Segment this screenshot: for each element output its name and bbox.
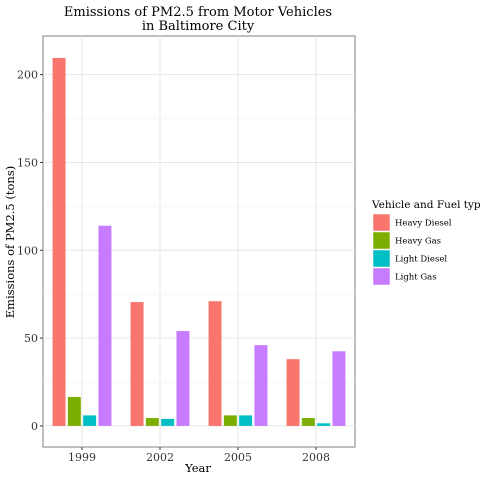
legend: Vehicle and Fuel type Heavy DieselHeavy … [371, 199, 480, 286]
legend-label: Heavy Diesel [395, 219, 452, 229]
x-tick-label: 2005 [224, 451, 252, 464]
bar [317, 423, 331, 426]
y-tick-label: 50 [24, 332, 38, 345]
bar [208, 301, 222, 426]
y-axis-title: Emissions of PM2.5 (tons) [3, 166, 17, 318]
x-tick-label: 2008 [302, 451, 330, 464]
bar [239, 415, 253, 426]
legend-title: Vehicle and Fuel type [371, 199, 480, 211]
bar [301, 418, 315, 426]
bar [223, 415, 237, 426]
bar [130, 302, 144, 426]
bar [98, 225, 112, 426]
y-tick-label: 100 [17, 244, 38, 257]
bars [52, 57, 346, 426]
bar [176, 331, 190, 426]
legend-label: Heavy Gas [395, 237, 441, 247]
bar [161, 418, 175, 426]
legend-swatch [372, 213, 391, 232]
bar [83, 415, 97, 426]
bar [254, 345, 268, 426]
bar [145, 418, 159, 426]
grid-lines [43, 36, 355, 447]
x-tick-label: 2002 [146, 451, 174, 464]
chart-subtitle: in Baltimore City [142, 19, 255, 34]
bar [52, 57, 66, 426]
legend-swatch [372, 267, 391, 286]
y-tick-label: 200 [17, 69, 38, 82]
axes: 0 50 100 150 200 1999 2002 2005 2008 [17, 69, 330, 464]
legend-items: Heavy Diesel Heavy Gas Light Diesel Light G… [372, 213, 452, 286]
y-tick-label: 150 [17, 156, 38, 169]
bar [286, 359, 300, 426]
legend-swatch [372, 231, 391, 250]
x-tick-label: 1999 [68, 451, 96, 464]
legend-label: Light Diesel [395, 255, 447, 265]
bar [67, 396, 81, 426]
x-axis-title: Year [184, 461, 211, 475]
chart-title: Emissions of PM2.5 from Motor Vehicles [64, 5, 332, 20]
y-tick-label: 0 [31, 420, 38, 433]
legend-swatch [372, 249, 391, 268]
plot-panel [42, 35, 356, 448]
bar [332, 351, 346, 426]
legend-label: Light Gas [395, 273, 437, 283]
